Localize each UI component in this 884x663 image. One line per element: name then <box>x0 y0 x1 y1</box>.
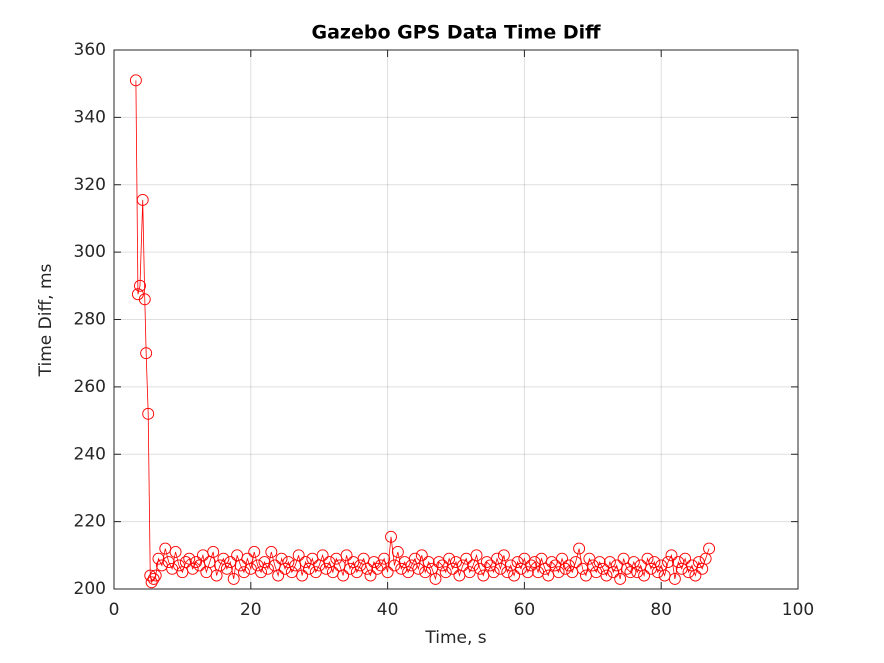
data-marker <box>429 572 442 585</box>
data-marker <box>136 193 149 206</box>
data-marker <box>487 566 500 579</box>
data-marker <box>631 566 644 579</box>
data-marker <box>296 569 309 582</box>
data-marker <box>129 74 142 87</box>
y-tick-label: 200 <box>74 579 106 599</box>
data-marker <box>614 572 627 585</box>
data-marker <box>142 407 155 420</box>
data-marker <box>559 562 572 575</box>
data-marker <box>320 562 332 575</box>
data-marker <box>261 562 274 575</box>
data-marker <box>391 545 404 558</box>
data-marker <box>149 569 162 582</box>
data-marker <box>422 556 435 568</box>
data-marker <box>272 569 285 582</box>
data-marker <box>374 559 387 572</box>
y-tick-label: 220 <box>74 512 106 532</box>
data-marker <box>337 569 350 582</box>
data-marker <box>220 562 233 575</box>
chart-title: Gazebo GPS Data Time Diff <box>311 22 601 44</box>
data-marker <box>145 576 158 589</box>
y-tick-label: 280 <box>74 310 106 330</box>
data-marker <box>227 572 240 585</box>
data-marker <box>190 556 203 568</box>
data-marker <box>173 559 185 572</box>
x-axis-label: Time, s <box>424 628 486 648</box>
data-marker <box>134 279 146 292</box>
plot-frame <box>113 49 799 590</box>
data-marker <box>415 549 428 562</box>
data-marker <box>265 545 278 558</box>
y-tick-label: 320 <box>74 175 106 195</box>
data-marker <box>354 559 367 572</box>
data-marker <box>672 556 685 568</box>
data-marker <box>361 562 374 575</box>
data-marker <box>703 542 716 555</box>
data-marker <box>508 569 521 582</box>
data-marker <box>497 549 510 562</box>
data-marker <box>316 549 329 562</box>
data-marker <box>600 569 613 582</box>
data-marker <box>439 566 452 579</box>
y-tick-label: 340 <box>74 107 106 127</box>
y-axis-label: Time Diff, ms <box>36 263 56 377</box>
data-marker <box>299 556 312 568</box>
data-marker <box>385 530 397 543</box>
data-marker <box>169 545 182 558</box>
data-marker <box>412 562 425 575</box>
data-marker <box>138 293 151 306</box>
data-marker <box>144 569 157 582</box>
data-marker <box>593 556 606 568</box>
data-marker <box>511 556 524 568</box>
data-marker <box>651 566 664 579</box>
data-marker <box>207 545 220 558</box>
data-marker <box>292 549 305 562</box>
data-marker <box>665 549 678 562</box>
data-marker <box>364 569 377 582</box>
data-marker <box>179 556 192 568</box>
y-tick-label: 260 <box>74 377 106 397</box>
data-marker <box>501 566 514 579</box>
data-marker <box>569 556 582 568</box>
data-marker <box>607 566 620 579</box>
data-marker <box>456 559 469 572</box>
data-marker <box>405 559 418 572</box>
data-marker <box>552 566 565 579</box>
data-marker <box>638 569 651 582</box>
data-marker <box>340 549 353 562</box>
y-tick-label: 360 <box>74 40 106 60</box>
data-marker <box>573 542 586 555</box>
data-marker <box>689 569 702 582</box>
x-tick-label: 40 <box>377 600 399 620</box>
data-marker <box>378 552 391 565</box>
data-marker <box>248 545 261 558</box>
data-marker <box>186 562 199 575</box>
data-marker <box>238 566 250 579</box>
x-tick-label: 80 <box>650 600 672 620</box>
data-marker <box>668 572 681 585</box>
data-marker <box>470 549 483 562</box>
x-tick-label: 60 <box>514 600 536 620</box>
data-marker <box>525 559 538 572</box>
x-tick-label: 0 <box>109 600 120 620</box>
data-marker <box>682 566 695 579</box>
data-marker <box>662 556 674 568</box>
y-tick-label: 240 <box>74 444 106 464</box>
x-tick-label: 20 <box>240 600 262 620</box>
x-tick-label: 100 <box>782 600 814 620</box>
data-line <box>135 80 710 584</box>
data-marker <box>140 347 153 360</box>
data-marker <box>692 556 705 568</box>
y-tick-label: 300 <box>74 242 106 262</box>
data-marker <box>679 552 692 565</box>
data-marker <box>147 572 160 585</box>
data-marker <box>562 559 575 572</box>
data-marker <box>381 566 394 579</box>
data-marker <box>521 566 534 579</box>
